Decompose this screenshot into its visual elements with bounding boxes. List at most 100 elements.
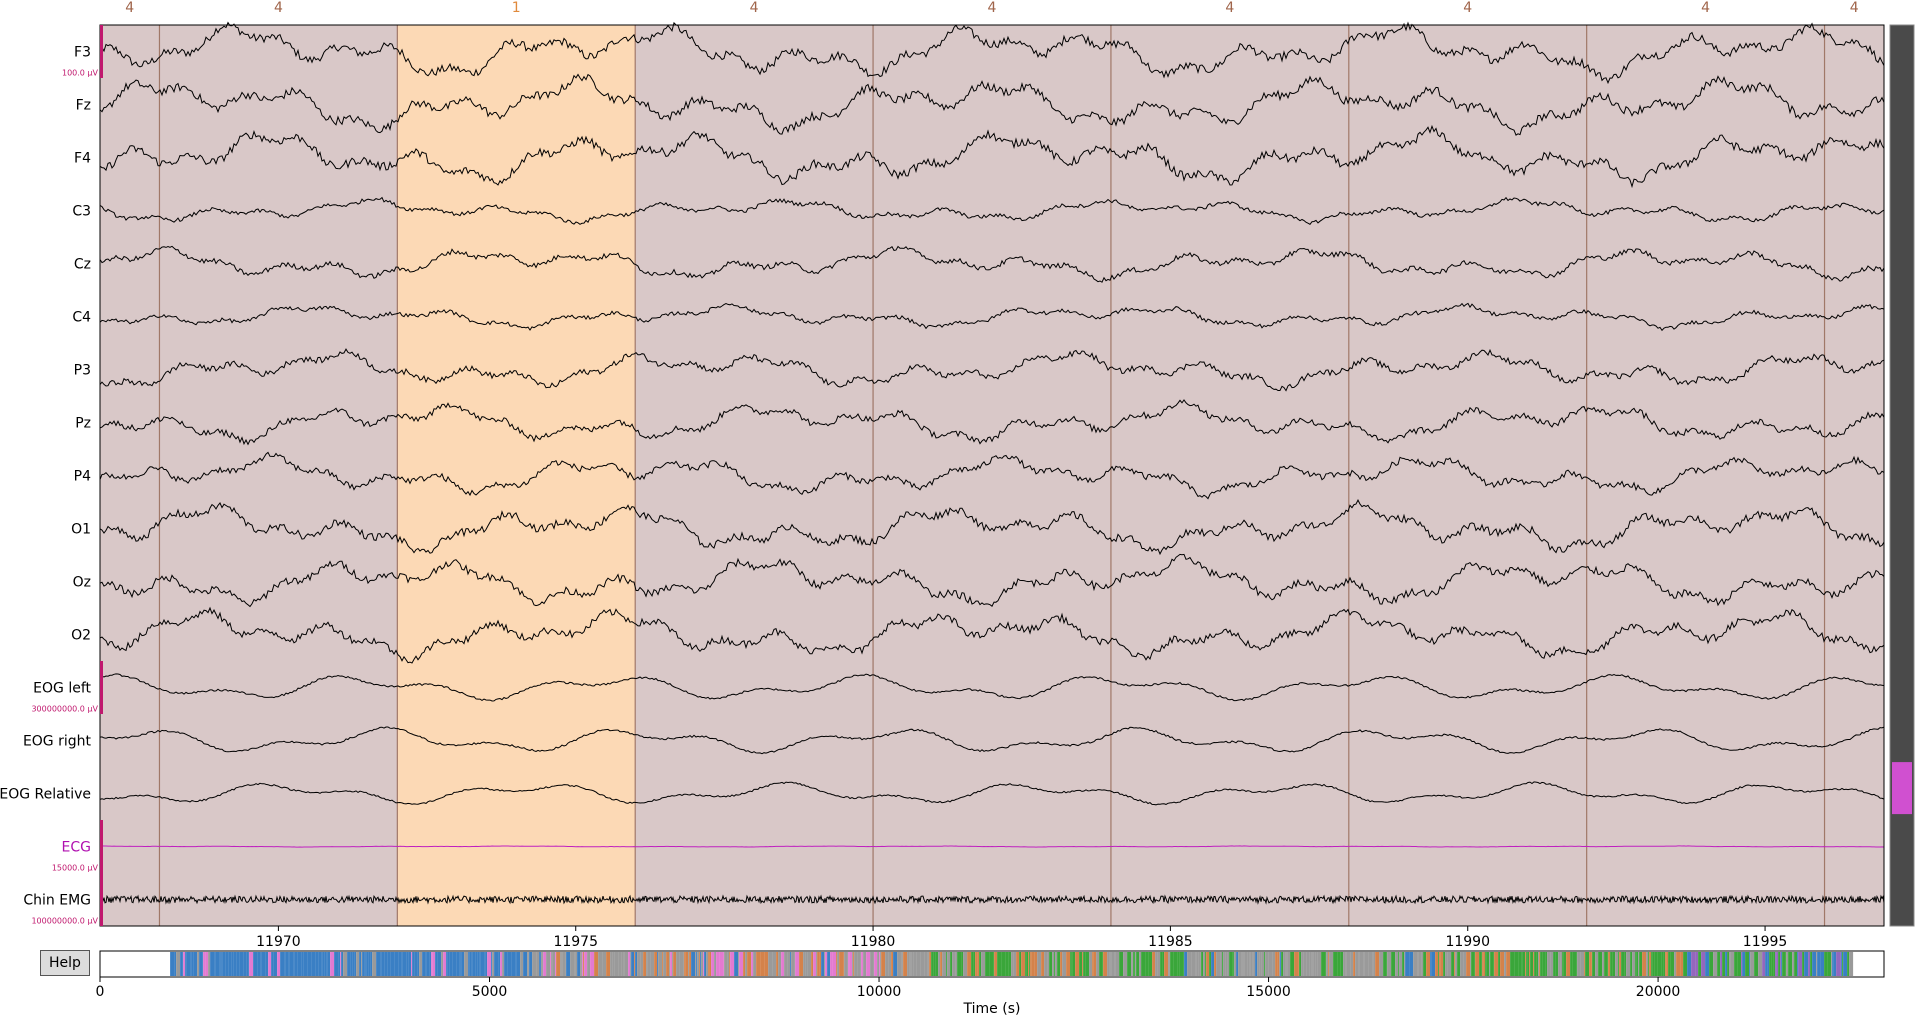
hypnogram-segment [1232,952,1234,976]
time-tick-label: 11970 [256,934,301,950]
hypnogram-segment [1486,952,1490,976]
hypnogram-segment [1102,952,1104,976]
help-button[interactable]: Help [40,950,90,976]
hypnogram-segment [1808,952,1811,976]
hypnogram-segment [1680,952,1684,976]
epoch-stage-label: 4 [1463,0,1472,16]
hypnogram-segment [1482,952,1484,976]
hypnogram-segment [610,952,613,976]
hypnogram-segment [1621,952,1625,976]
hypnogram-segment [376,952,381,976]
scale-bar-label: 300000000.0 µV [31,704,98,713]
epoch-stage-label: 4 [1850,0,1859,16]
hypnogram-segment [1233,952,1235,976]
hypnogram-segment [1249,952,1251,976]
hypnogram-segment [1804,952,1809,976]
hypnogram-segment [1460,952,1464,976]
hypnogram-segment [612,952,615,976]
hypnogram-segment [696,952,698,976]
hypnogram-segment [727,952,730,976]
hypnogram-segment [885,952,889,976]
hypnogram-segment [1474,952,1476,976]
hypnogram-segment [257,952,261,976]
hypnogram-segment [459,952,461,976]
hypnogram-segment [989,952,994,976]
hypnogram-segment [203,952,206,976]
hypnogram-segment [650,952,655,976]
channel-label: Chin EMG [23,893,91,909]
hypnogram-segment [1638,952,1640,976]
hypnogram-segment [327,952,331,976]
hypnogram-segment [1648,952,1650,976]
hypnogram-segment [219,952,221,976]
hypnogram-segment [877,952,880,976]
hypnogram-segment [394,952,399,976]
hypnogram-segment [402,952,407,976]
hypnogram-segment [1526,952,1528,976]
hypnogram-segment [1773,952,1776,976]
channel-trace [99,348,1885,392]
hypnogram-segment [1727,952,1730,976]
hypnogram-segment [1145,952,1149,976]
hypnogram-segment [1123,952,1128,976]
hypnogram-segment [1475,952,1480,976]
hypnogram-segment [1771,952,1774,976]
scrollbar-thumb[interactable] [1892,762,1912,815]
hypnogram-segment [1618,952,1620,976]
hypnogram-segment [248,952,250,976]
hypnogram-segment [1663,952,1666,976]
hypnogram-segment [1668,952,1671,976]
hypnogram-segment [1206,952,1210,976]
hypnogram-segment [637,952,641,976]
hypnogram-segment [1055,952,1058,976]
hypnogram-segment [1164,952,1169,976]
hypnogram-segment [273,952,278,976]
hypnogram-segment [1214,952,1217,976]
hypnogram-segment [1026,952,1029,976]
hypnogram-segment [849,952,853,976]
hypnogram-segment [1490,952,1494,976]
hypnogram-segment [957,952,962,976]
hypnogram-segment [437,952,442,976]
hypnogram-segment [1359,952,1364,976]
hypnogram-segment [1253,952,1256,976]
hypnogram-segment [700,952,702,976]
channel-label: F4 [74,151,91,167]
hypnogram-segment [414,952,418,976]
hypnogram-segment [582,952,584,976]
hypnogram-segment [1134,952,1136,976]
hypnogram-segment [888,952,892,976]
hypnogram-segment [843,952,845,976]
hypnogram-segment [1405,952,1410,976]
hypnogram-segment [928,952,930,976]
hypnogram-segment [425,952,427,976]
hypnogram-segment [398,952,402,976]
hypnogram-segment [491,952,493,976]
hypnogram-segment [1162,952,1165,976]
hypnogram-segment [1070,952,1072,976]
hypnogram-segment [253,952,258,976]
hypnogram-segment [1247,952,1250,976]
hypnogram-segment [1261,952,1265,976]
hypnogram-segment [738,952,740,976]
hypnogram-segment [623,952,625,976]
channel-trace [99,399,1885,446]
hypnogram-segment [289,952,294,976]
hypnogram-segment [494,952,499,976]
epoch-region [635,25,874,926]
hypnogram-segment [630,952,632,976]
hypnogram-segment [697,952,700,976]
hypnogram-segment [1001,952,1006,976]
hypnogram-segment [907,952,910,976]
hypnogram-segment [811,952,814,976]
overview-bar[interactable] [170,952,1854,976]
hypnogram-segment [1244,952,1248,976]
channel-label: Cz [74,257,91,273]
overview-tick-label: 5000 [472,984,508,1000]
hypnogram-segment [1797,952,1799,976]
hypnogram-segment [1500,952,1505,976]
hypnogram-segment [714,952,717,976]
hypnogram-segment [1041,952,1045,976]
overview-tick-label: 20000 [1636,984,1681,1000]
hypnogram-segment [1518,952,1522,976]
